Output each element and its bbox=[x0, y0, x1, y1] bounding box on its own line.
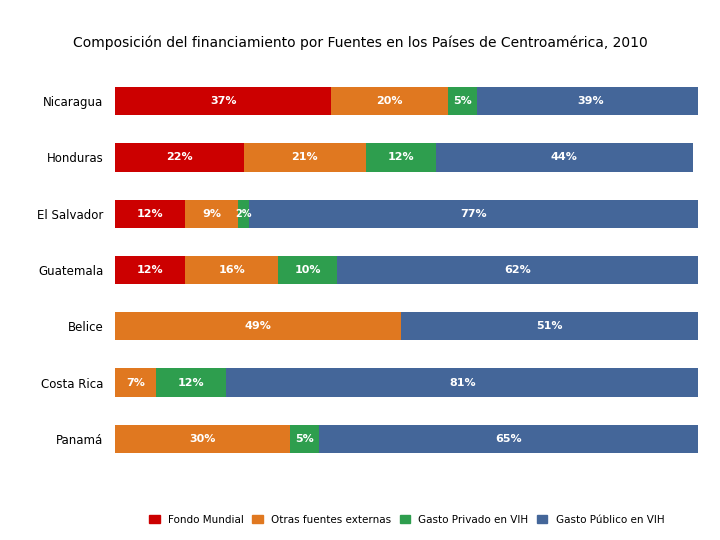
Text: 37%: 37% bbox=[210, 96, 236, 106]
Bar bbox=[115, 312, 401, 340]
Text: 65%: 65% bbox=[495, 434, 522, 444]
Bar bbox=[226, 368, 698, 397]
Text: 12%: 12% bbox=[137, 209, 163, 219]
Text: 22%: 22% bbox=[166, 152, 193, 163]
Text: 2%: 2% bbox=[235, 209, 252, 219]
Bar bbox=[238, 200, 249, 228]
Bar bbox=[279, 256, 337, 284]
Text: 21%: 21% bbox=[292, 152, 318, 163]
Text: 10%: 10% bbox=[294, 265, 321, 275]
Bar bbox=[436, 143, 693, 172]
Bar bbox=[337, 256, 698, 284]
Bar bbox=[366, 143, 436, 172]
Text: 39%: 39% bbox=[577, 96, 604, 106]
Bar bbox=[185, 256, 279, 284]
Text: 12%: 12% bbox=[387, 152, 414, 163]
Bar bbox=[115, 143, 243, 172]
Bar bbox=[156, 368, 226, 397]
Text: 62%: 62% bbox=[504, 265, 531, 275]
Bar bbox=[115, 87, 331, 115]
Bar bbox=[448, 87, 477, 115]
Bar bbox=[243, 143, 366, 172]
Bar bbox=[401, 312, 698, 340]
Text: 7%: 7% bbox=[126, 377, 145, 388]
Text: 44%: 44% bbox=[551, 152, 577, 163]
Bar bbox=[249, 200, 698, 228]
Text: 9%: 9% bbox=[202, 209, 221, 219]
Bar bbox=[115, 256, 185, 284]
Text: 81%: 81% bbox=[449, 377, 475, 388]
Text: Composición del financiamiento por Fuentes en los Países de Centroamérica, 2010: Composición del financiamiento por Fuent… bbox=[73, 36, 647, 50]
Legend: Fondo Mundial, Otras fuentes externas, Gasto Privado en VIH, Gasto Público en VI: Fondo Mundial, Otras fuentes externas, G… bbox=[150, 515, 664, 525]
Bar bbox=[185, 200, 238, 228]
Text: 12%: 12% bbox=[137, 265, 163, 275]
Text: 77%: 77% bbox=[461, 209, 487, 219]
Text: 20%: 20% bbox=[376, 96, 402, 106]
Bar bbox=[331, 87, 448, 115]
Bar bbox=[477, 87, 704, 115]
Text: 16%: 16% bbox=[218, 265, 246, 275]
Bar bbox=[115, 425, 290, 453]
Bar bbox=[115, 200, 185, 228]
Bar bbox=[320, 425, 698, 453]
Bar bbox=[290, 425, 320, 453]
Text: 51%: 51% bbox=[536, 321, 563, 331]
Text: 5%: 5% bbox=[453, 96, 472, 106]
Text: 49%: 49% bbox=[245, 321, 271, 331]
Bar bbox=[115, 368, 156, 397]
Text: 30%: 30% bbox=[189, 434, 216, 444]
Text: 12%: 12% bbox=[178, 377, 204, 388]
Text: 5%: 5% bbox=[295, 434, 314, 444]
